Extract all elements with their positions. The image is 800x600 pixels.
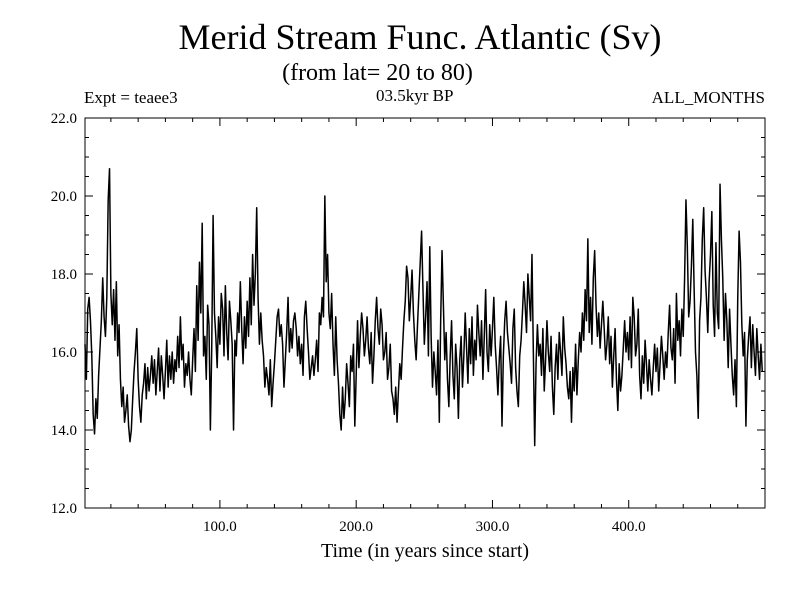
months-label: ALL_MONTHS <box>651 88 765 107</box>
period-label: 03.5kyr BP <box>376 86 454 105</box>
y-tick-label: 22.0 <box>51 111 77 127</box>
experiment-label: Expt = teaee3 <box>84 88 178 107</box>
x-tick-label: 300.0 <box>476 519 510 535</box>
plot-frame <box>84 117 766 509</box>
x-axis-label: Time (in years since start) <box>320 540 530 562</box>
chart-title: Merid Stream Func. Atlantic (Sv) <box>178 17 662 57</box>
x-tick-label: 100.0 <box>203 519 237 535</box>
series-line <box>84 167 764 447</box>
y-tick-label: 14.0 <box>51 423 77 439</box>
y-tick-label: 16.0 <box>51 345 77 361</box>
x-tick-label: 200.0 <box>339 519 373 535</box>
y-tick-label: 12.0 <box>51 501 77 517</box>
y-tick-label: 18.0 <box>51 267 77 283</box>
y-tick-label: 20.0 <box>51 189 77 205</box>
chart-subtitle: (from lat= 20 to 80) <box>282 60 473 86</box>
x-tick-label: 400.0 <box>612 519 646 535</box>
